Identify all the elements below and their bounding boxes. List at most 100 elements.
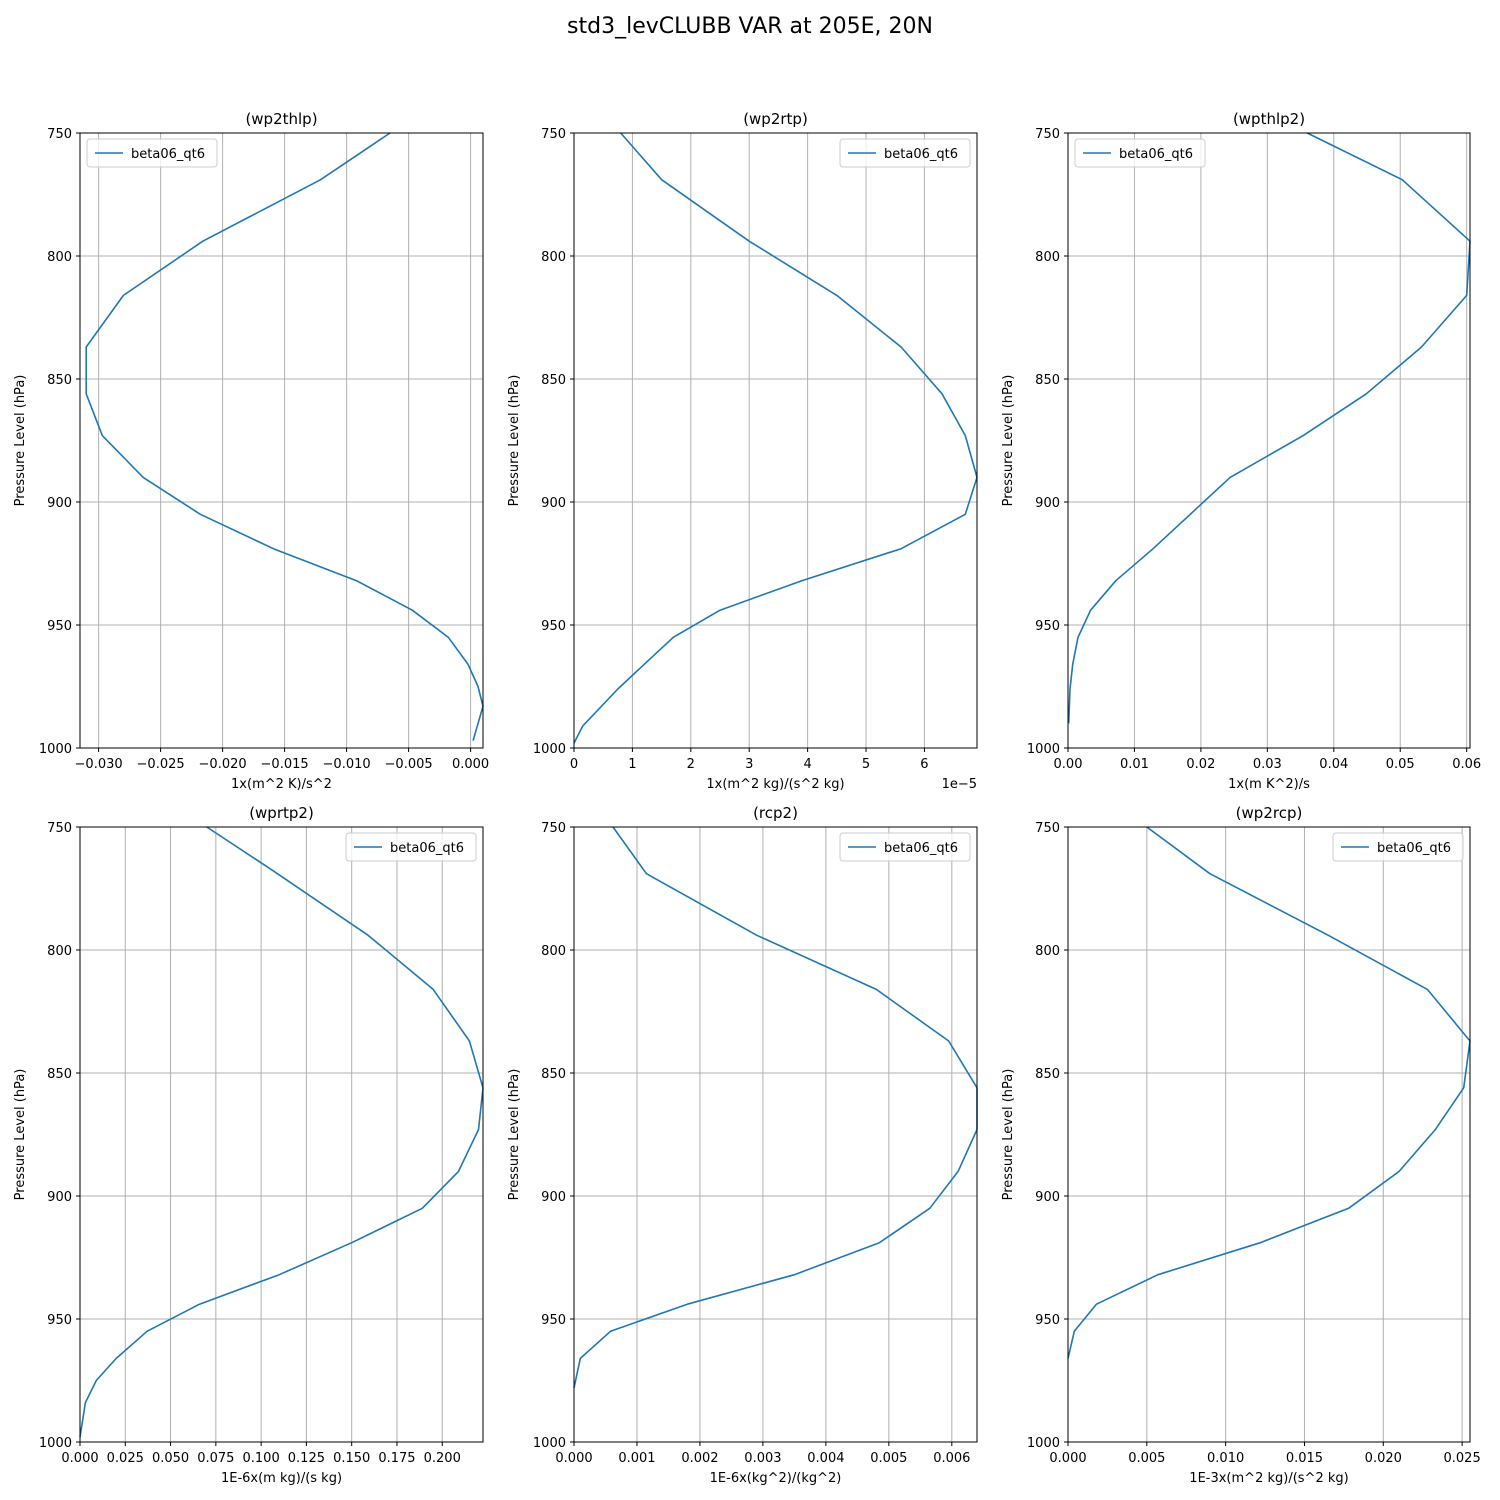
x-tick-label: 0.015: [1286, 1451, 1323, 1466]
x-tick-label: 0.020: [1365, 1451, 1402, 1466]
y-tick-label: 850: [1035, 1067, 1060, 1082]
subplot-5: 0.000 0.001 0.002 0.003 0.004 0.005 0.006 750 80…: [507, 804, 978, 1486]
y-tick-label: 750: [541, 821, 566, 836]
legend: beta06_qt6: [1332, 832, 1464, 862]
y-axis-label: Pressure Level (hPa): [507, 1069, 522, 1201]
legend: beta06_qt6: [1074, 138, 1206, 168]
x-tick-label: 0.03: [1253, 757, 1282, 772]
x-tick-label: 0.010: [1207, 1451, 1244, 1466]
legend-label: beta06_qt6: [131, 147, 205, 162]
x-tick-label: 0.02: [1186, 757, 1215, 772]
y-tick-label: 850: [541, 1067, 566, 1082]
y-tick-label: 950: [1035, 619, 1060, 634]
y-tick-label: 900: [1035, 496, 1060, 511]
x-tick-label: −0.005: [385, 757, 433, 772]
subplot-4: 0.000 0.025 0.050 0.075 0.100 0.125 0.150 0.175…: [13, 804, 484, 1486]
x-tick-label: 0.000: [452, 757, 489, 772]
y-tick-label: 1000: [39, 742, 72, 757]
x-tick-label: 0.000: [1049, 1451, 1086, 1466]
legend-label: beta06_qt6: [390, 841, 464, 856]
subplot-title: (rcp2): [753, 804, 798, 822]
y-tick-label: 750: [47, 821, 72, 836]
legend: beta06_qt6: [839, 138, 971, 168]
x-tick-label: −0.020: [199, 757, 247, 772]
y-tick-label: 950: [47, 1313, 72, 1328]
legend-box: [839, 138, 971, 168]
x-axis-label: 1E-3x(m^2 kg)/(s^2 kg): [1189, 1471, 1348, 1486]
y-tick-label: 900: [541, 496, 566, 511]
series-line-beta06_qt6: [1067, 826, 1471, 1359]
y-axis-label: Pressure Level (hPa): [1001, 375, 1016, 507]
subplot-1: −0.030 −0.025 −0.020 −0.015 −0.010 −0.005 0.00…: [13, 110, 489, 792]
y-tick-label: 950: [541, 619, 566, 634]
x-tick-label: 4: [803, 757, 811, 772]
x-tick-label: 0.006: [933, 1451, 970, 1466]
x-tick-label: 0.050: [152, 1451, 189, 1466]
legend-box: [1074, 138, 1206, 168]
legend: beta06_qt6: [839, 832, 971, 862]
axes-frame: [573, 826, 978, 1443]
x-tick-label: 0.075: [197, 1451, 234, 1466]
x-axis-label: 1E-6x(m kg)/(s kg): [221, 1471, 342, 1486]
x-tick-label: 5: [862, 757, 870, 772]
y-tick-label: 850: [1035, 373, 1060, 388]
axes-frame: [573, 132, 978, 749]
y-axis-label: Pressure Level (hPa): [1001, 1069, 1016, 1201]
axes-frame: [1067, 826, 1471, 1443]
y-tick-label: 1000: [533, 742, 566, 757]
x-axis-label: 1x(m K^2)/s: [1228, 777, 1310, 792]
legend: beta06_qt6: [345, 832, 477, 862]
y-tick-label: 900: [47, 1190, 72, 1205]
x-tick-label: 1: [628, 757, 636, 772]
x-tick-label: 0.125: [288, 1451, 325, 1466]
x-tick-label: 0.004: [807, 1451, 844, 1466]
y-tick-label: 950: [541, 1313, 566, 1328]
y-tick-label: 900: [1035, 1190, 1060, 1205]
y-tick-label: 1000: [39, 1436, 72, 1451]
subplot-2: 0 1 2 3 4 5 6 750 800 850 900 950 1000 (wp2rtp) 1x(m^2…: [507, 110, 978, 792]
y-tick-label: 750: [47, 127, 72, 142]
x-tick-label: 0.025: [1444, 1451, 1481, 1466]
series-line-beta06_qt6: [79, 826, 484, 1438]
x-tick-label: −0.030: [75, 757, 123, 772]
legend-box: [345, 832, 477, 862]
x-tick-label: −0.015: [261, 757, 309, 772]
x-tick-label: −0.010: [323, 757, 371, 772]
legend-label: beta06_qt6: [1119, 147, 1193, 162]
x-tick-label: 0.000: [555, 1451, 592, 1466]
x-tick-label: 0.150: [333, 1451, 370, 1466]
y-tick-label: 950: [1035, 1313, 1060, 1328]
x-axis-label: 1x(m^2 kg)/(s^2 kg): [706, 777, 844, 792]
subplot-title: (wpthlp2): [1233, 110, 1305, 128]
legend-box: [839, 832, 971, 862]
subplot-title: (wp2rcp): [1236, 804, 1303, 822]
figure-title: std3_levCLUBB VAR at 205E, 20N: [567, 14, 933, 39]
x-tick-label: 0.01: [1120, 757, 1149, 772]
legend-box: [1332, 832, 1464, 862]
y-tick-label: 850: [47, 373, 72, 388]
x-tick-label: 6: [920, 757, 928, 772]
x-tick-label: 0.200: [424, 1451, 461, 1466]
series-line-beta06_qt6: [85, 132, 484, 741]
y-axis-label: Pressure Level (hPa): [13, 375, 28, 507]
x-tick-label: 3: [745, 757, 753, 772]
series-line-beta06_qt6: [573, 826, 978, 1389]
y-tick-label: 1000: [1027, 742, 1060, 757]
series-line-beta06_qt6: [573, 132, 978, 744]
series-line-beta06_qt6: [1067, 132, 1471, 724]
x-tick-label: 0.003: [744, 1451, 781, 1466]
y-tick-label: 850: [541, 373, 566, 388]
legend: beta06_qt6: [86, 138, 218, 168]
axes-frame: [1067, 132, 1471, 749]
y-tick-label: 800: [47, 250, 72, 265]
x-tick-label: 0.06: [1452, 757, 1481, 772]
x-tick-label: 2: [687, 757, 695, 772]
subplot-title: (wp2thlp): [245, 110, 317, 128]
y-tick-label: 750: [541, 127, 566, 142]
x-tick-label: 0.005: [870, 1451, 907, 1466]
x-axis-label: 1x(m^2 K)/s^2: [231, 777, 332, 792]
y-tick-label: 800: [541, 250, 566, 265]
y-tick-label: 1000: [1027, 1436, 1060, 1451]
